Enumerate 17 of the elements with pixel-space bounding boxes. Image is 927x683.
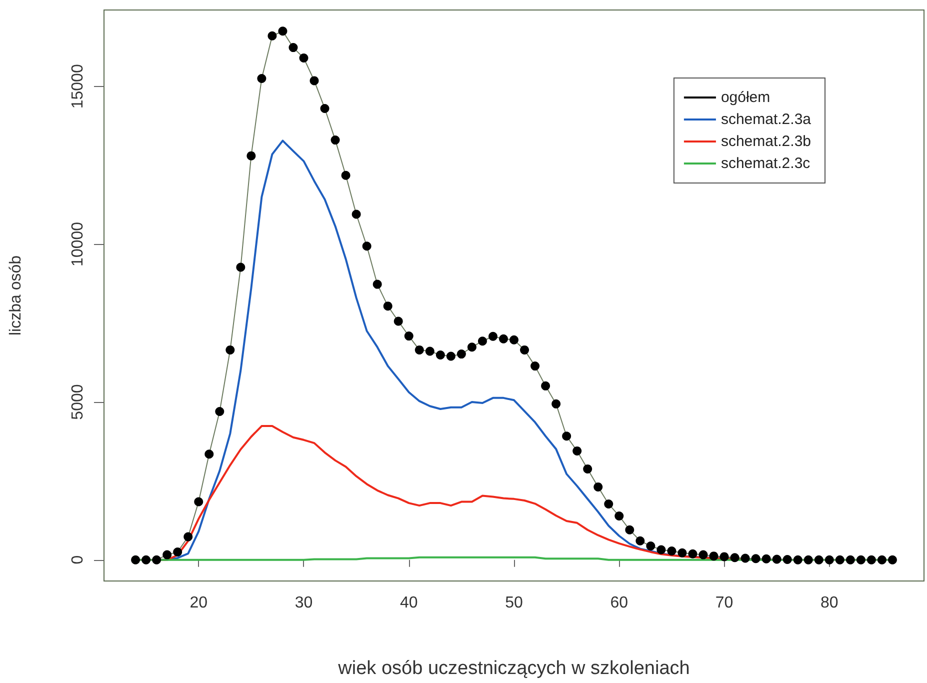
y-tick-label: 0 <box>70 555 86 564</box>
y-tick-label: 5000 <box>70 384 86 420</box>
legend-label: ogółem <box>720 89 770 106</box>
x-tick-label: 30 <box>294 594 313 612</box>
legend-label: schemat.2.3b <box>720 133 812 150</box>
y-tick-label: 10000 <box>70 222 86 266</box>
x-tick-label: 70 <box>715 594 734 612</box>
legend-label: schemat.2.3c <box>720 155 811 172</box>
x-tick-label: 20 <box>190 594 208 612</box>
x-tick-label: 80 <box>820 594 838 612</box>
x-tick-label: 60 <box>610 594 628 612</box>
x-tick-label: 50 <box>505 594 523 612</box>
x-axis-title: wiek osób uczestniczących w szkoleniach <box>337 658 690 679</box>
y-axis-title: liczba osób <box>8 255 24 336</box>
legend-label: schemat.2.3a <box>720 111 812 128</box>
y-tick-label: 15000 <box>70 64 86 109</box>
x-tick-label: 40 <box>400 594 418 612</box>
